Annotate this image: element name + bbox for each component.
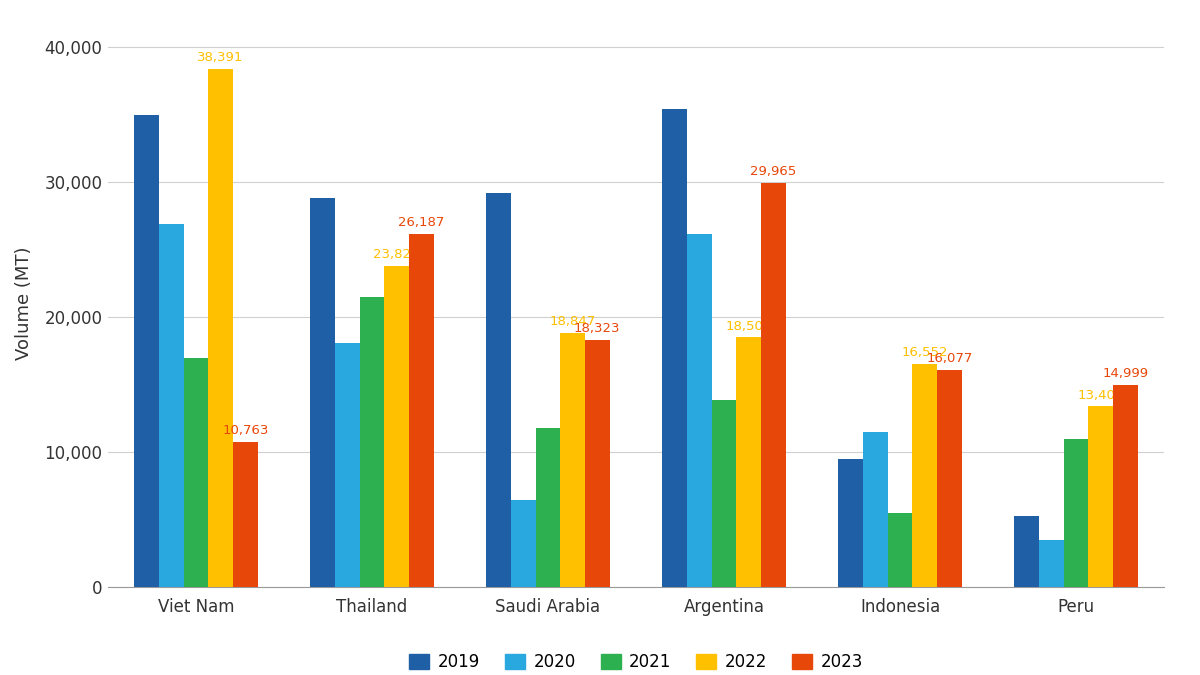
Text: 18,507: 18,507 xyxy=(726,320,772,333)
Bar xyxy=(688,234,712,587)
Text: 16,552: 16,552 xyxy=(901,346,948,359)
Bar xyxy=(311,198,335,587)
Bar xyxy=(209,69,233,587)
Bar xyxy=(511,500,535,587)
Bar xyxy=(937,370,961,587)
Text: 16,077: 16,077 xyxy=(926,352,972,365)
Bar xyxy=(737,338,761,587)
Text: 18,323: 18,323 xyxy=(574,322,620,335)
Bar xyxy=(486,193,511,587)
Bar xyxy=(1039,540,1063,587)
Bar xyxy=(839,459,863,587)
Bar xyxy=(360,297,384,587)
Bar xyxy=(134,115,160,587)
Bar xyxy=(535,428,560,587)
Bar xyxy=(384,266,409,587)
Bar xyxy=(233,442,258,587)
Text: 23,823: 23,823 xyxy=(373,248,420,261)
Bar xyxy=(160,224,184,587)
Text: 26,187: 26,187 xyxy=(398,216,444,229)
Bar xyxy=(761,183,786,587)
Text: 38,391: 38,391 xyxy=(198,51,244,64)
Bar xyxy=(912,364,937,587)
Bar xyxy=(888,513,912,587)
Bar xyxy=(560,333,584,587)
Bar xyxy=(184,358,209,587)
Bar xyxy=(1063,439,1088,587)
Text: 18,847: 18,847 xyxy=(550,315,595,328)
Bar xyxy=(863,432,888,587)
Y-axis label: Volume (MT): Volume (MT) xyxy=(16,247,34,360)
Bar xyxy=(712,400,737,587)
Bar xyxy=(662,109,688,587)
Bar xyxy=(409,234,433,587)
Bar xyxy=(1112,385,1138,587)
Text: 10,763: 10,763 xyxy=(222,424,269,437)
Bar xyxy=(584,340,610,587)
Legend: 2019, 2020, 2021, 2022, 2023: 2019, 2020, 2021, 2022, 2023 xyxy=(403,647,869,675)
Text: 13,406: 13,406 xyxy=(1078,389,1123,402)
Bar xyxy=(1014,516,1039,587)
Bar xyxy=(335,343,360,587)
Text: 14,999: 14,999 xyxy=(1103,367,1148,380)
Bar xyxy=(1088,406,1112,587)
Text: 29,965: 29,965 xyxy=(750,165,797,178)
